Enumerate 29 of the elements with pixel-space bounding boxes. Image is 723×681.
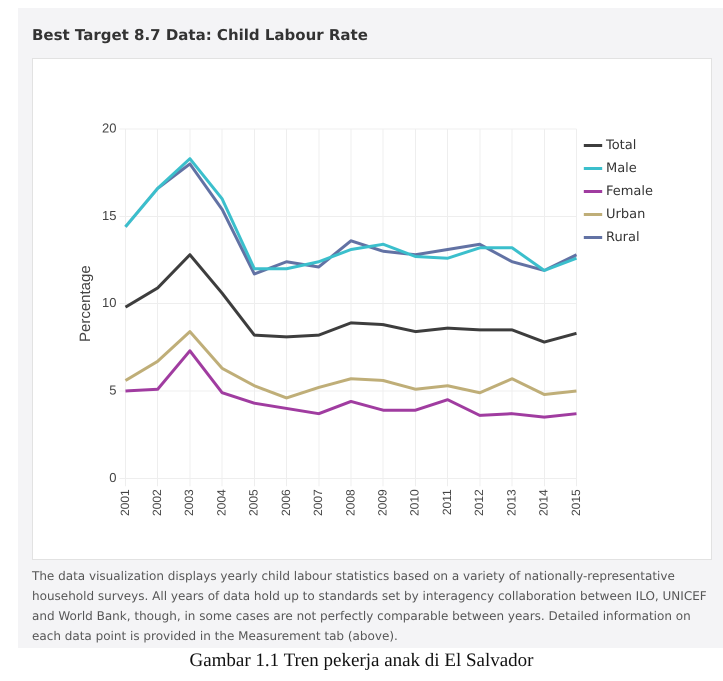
x-tick-label: 2007 bbox=[311, 488, 326, 516]
legend-label: Urban bbox=[606, 206, 646, 222]
x-tick-label: 2010 bbox=[408, 488, 422, 516]
legend-label: Female bbox=[606, 184, 654, 199]
x-tick-label: 2014 bbox=[536, 488, 551, 516]
y-axis-title: Percentage bbox=[77, 265, 94, 342]
y-tick-label: 0 bbox=[109, 470, 116, 485]
x-tick-label: 2003 bbox=[182, 488, 196, 516]
legend-label: Rural bbox=[606, 230, 640, 245]
y-tick-label: 15 bbox=[102, 208, 116, 223]
x-tick-label: 2009 bbox=[376, 488, 390, 516]
x-tick-label: 2004 bbox=[214, 488, 228, 516]
x-tick-label: 2006 bbox=[278, 488, 293, 516]
text: Gambar 1.1 Tren pekerja anak di El Salvador bbox=[188, 650, 535, 672]
x-tick-label: 2011 bbox=[440, 488, 454, 516]
x-tick-label: 2005 bbox=[246, 488, 261, 516]
x-tick-label: 2008 bbox=[343, 488, 358, 516]
x-tick-label: 2001 bbox=[118, 488, 132, 516]
y-tick-label: 10 bbox=[102, 295, 116, 310]
x-tick-label: 2012 bbox=[472, 488, 486, 516]
chart-title: Best Target 8.7 Data: Child Labour Rate bbox=[32, 26, 368, 44]
x-tick-label: 2013 bbox=[504, 488, 518, 516]
x-tick-label: 2015 bbox=[568, 488, 583, 516]
x-tick-label: 2002 bbox=[150, 488, 164, 516]
legend-label: Male bbox=[606, 160, 637, 176]
legend-label: Total bbox=[604, 138, 636, 153]
y-tick-label: 5 bbox=[109, 382, 116, 398]
text: The data visualization displays yearly child labour statistics based on a variety of nationally-representative household surveys. All years of data hold up to standards set by interagency collaboration between ILO, UNICEF and World Bank, though, in some cases are not perfectly comparable between years. Detailed information on each data point is provided in the Measurement tab (above). bbox=[32, 568, 708, 645]
y-tick-label: 20 bbox=[102, 120, 116, 136]
